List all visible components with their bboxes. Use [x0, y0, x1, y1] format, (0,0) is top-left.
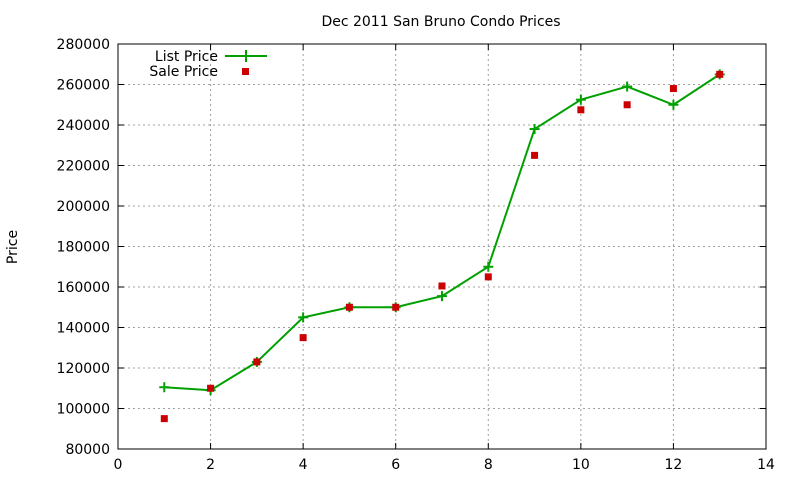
- series-sale-price: [160, 70, 724, 423]
- data-point-list-price: [159, 382, 170, 393]
- x-tick-label: 4: [299, 457, 308, 473]
- series-line-list-price: [164, 73, 721, 392]
- legend: List Price Sale Price: [149, 49, 267, 80]
- y-tick-label: 260000: [57, 78, 110, 94]
- axis-ticks: [117, 43, 767, 450]
- series: [159, 69, 725, 423]
- y-tick-label: 200000: [57, 199, 110, 215]
- x-tick-label: 0: [114, 457, 123, 473]
- chart-title: Dec 2011 San Bruno Condo Prices: [321, 14, 560, 30]
- x-tick-label: 8: [484, 457, 493, 473]
- y-tick-label: 120000: [57, 361, 110, 377]
- y-tick-labels: 80000 100000 120000 140000 160000 180000 20000…: [57, 37, 110, 458]
- y-tick-label: 80000: [65, 442, 110, 458]
- x-tick-label: 6: [391, 457, 400, 473]
- data-point-sale-price: [299, 334, 307, 342]
- legend-marker-list-price: [240, 50, 252, 62]
- grid: [118, 44, 766, 449]
- data-point-list-price: [437, 291, 447, 302]
- data-point-sale-price: [623, 101, 631, 109]
- data-point-sale-price: [716, 70, 724, 78]
- x-tick-label: 2: [206, 457, 215, 473]
- y-tick-label: 180000: [57, 240, 110, 256]
- data-point-list-price: [668, 99, 679, 110]
- legend-label-sale-price: Sale Price: [149, 64, 218, 80]
- data-point-list-price: [529, 124, 540, 135]
- data-point-list-price: [622, 81, 633, 92]
- data-point-sale-price: [253, 358, 261, 366]
- legend-label-list-price: List Price: [155, 49, 218, 65]
- data-point-sale-price: [531, 151, 539, 159]
- y-tick-label: 240000: [57, 118, 110, 134]
- x-tick-labels: 0 2 4 6 8 10 12 14: [114, 457, 775, 473]
- data-point-sale-price: [392, 303, 400, 311]
- data-point-sale-price: [577, 106, 585, 114]
- y-axis-label: Price: [5, 230, 21, 264]
- y-tick-label: 140000: [57, 321, 110, 337]
- y-tick-label: 280000: [57, 37, 110, 53]
- data-point-sale-price: [345, 303, 353, 311]
- data-point-list-price: [575, 94, 586, 105]
- y-tick-label: 100000: [57, 402, 110, 418]
- data-point-list-price: [483, 261, 494, 272]
- data-point-sale-price: [438, 282, 446, 290]
- x-tick-label: 14: [757, 457, 775, 473]
- data-point-list-price: [298, 312, 309, 323]
- data-point-sale-price: [484, 273, 492, 281]
- x-tick-label: 10: [572, 457, 590, 473]
- series-list-price: [159, 69, 725, 396]
- data-point-sale-price: [669, 85, 677, 93]
- y-tick-label: 160000: [57, 280, 110, 296]
- x-tick-label: 12: [665, 457, 683, 473]
- legend-marker-sale-price: [242, 68, 249, 75]
- y-tick-label: 220000: [57, 159, 110, 175]
- data-point-sale-price: [207, 384, 215, 392]
- data-point-sale-price: [160, 415, 168, 423]
